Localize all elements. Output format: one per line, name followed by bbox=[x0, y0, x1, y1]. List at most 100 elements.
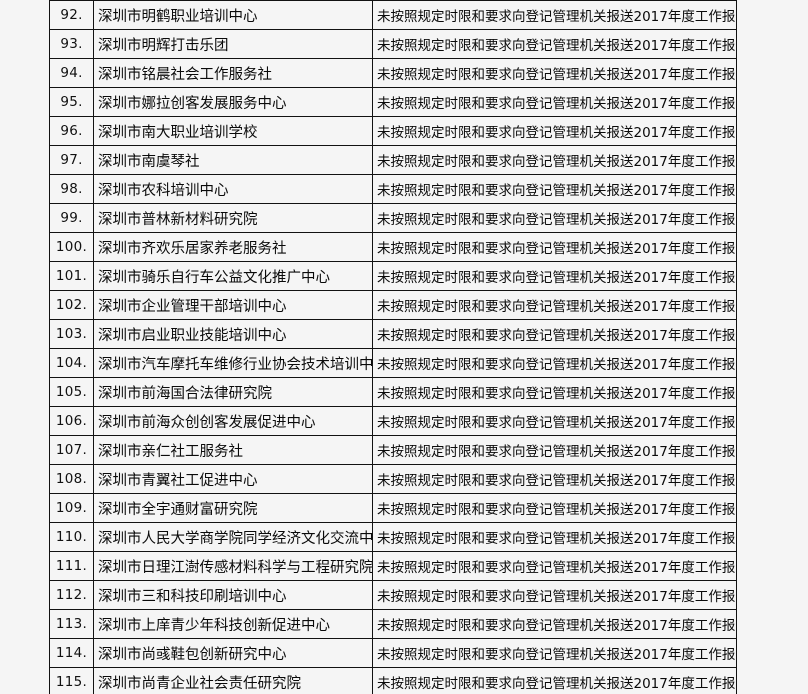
row-index-cell: 99. bbox=[49, 203, 94, 233]
organization-name-cell: 深圳市汽车摩托车维修行业协会技术培训中心 bbox=[93, 348, 373, 378]
organization-name-cell: 深圳市娜拉创客发展服务中心 bbox=[93, 87, 373, 117]
row-index-cell: 103. bbox=[49, 319, 94, 349]
violation-description-cell: 未按照规定时限和要求向登记管理机关报送2017年度工作报告 bbox=[372, 493, 737, 523]
violation-description-cell: 未按照规定时限和要求向登记管理机关报送2017年度工作报告 bbox=[372, 319, 737, 349]
row-index-cell: 109. bbox=[49, 493, 94, 523]
row-index-cell: 95. bbox=[49, 87, 94, 117]
row-index-cell: 111. bbox=[49, 551, 94, 581]
row-index-cell: 102. bbox=[49, 290, 94, 320]
violation-description-cell: 未按照规定时限和要求向登记管理机关报送2017年度工作报告 bbox=[372, 290, 737, 320]
table-row: 92. 深圳市明鹤职业培训中心 未按照规定时限和要求向登记管理机关报送2017年度工… bbox=[49, 0, 737, 30]
violation-description-cell: 未按照规定时限和要求向登记管理机关报送2017年度工作报告 bbox=[372, 580, 737, 610]
table-row: 103. 深圳市启业职业技能培训中心 未按照规定时限和要求向登记管理机关报送2017… bbox=[49, 319, 737, 349]
table-row: 99. 深圳市普林新材料研究院 未按照规定时限和要求向登记管理机关报送2017年度工… bbox=[49, 203, 737, 233]
violation-description-cell: 未按照规定时限和要求向登记管理机关报送2017年度工作报告 bbox=[372, 174, 737, 204]
violation-description-cell: 未按照规定时限和要求向登记管理机关报送2017年度工作报告 bbox=[372, 0, 737, 30]
row-index-cell: 115. bbox=[49, 667, 94, 694]
organization-name-cell: 深圳市南大职业培训学校 bbox=[93, 116, 373, 146]
violation-description-cell: 未按照规定时限和要求向登记管理机关报送2017年度工作报告 bbox=[372, 667, 737, 694]
violation-description-cell: 未按照规定时限和要求向登记管理机关报送2017年度工作报告 bbox=[372, 116, 737, 146]
row-index-cell: 92. bbox=[49, 0, 94, 30]
violation-description-cell: 未按照规定时限和要求向登记管理机关报送2017年度工作报告 bbox=[372, 435, 737, 465]
violation-description-cell: 未按照规定时限和要求向登记管理机关报送2017年度工作报告 bbox=[372, 348, 737, 378]
organization-name-cell: 深圳市南虞琴社 bbox=[93, 145, 373, 175]
row-index-cell: 104. bbox=[49, 348, 94, 378]
row-index-cell: 108. bbox=[49, 464, 94, 494]
table-row: 115. 深圳市尚青企业社会责任研究院 未按照规定时限和要求向登记管理机关报送201… bbox=[49, 667, 737, 694]
row-index-cell: 107. bbox=[49, 435, 94, 465]
organization-name-cell: 深圳市普林新材料研究院 bbox=[93, 203, 373, 233]
row-index-cell: 105. bbox=[49, 377, 94, 407]
table-row: 93. 深圳市明辉打击乐团 未按照规定时限和要求向登记管理机关报送2017年度工作报… bbox=[49, 29, 737, 59]
row-index-cell: 93. bbox=[49, 29, 94, 59]
violation-description-cell: 未按照规定时限和要求向登记管理机关报送2017年度工作报告 bbox=[372, 522, 737, 552]
table-row: 109. 深圳市全宇通财富研究院 未按照规定时限和要求向登记管理机关报送2017年度… bbox=[49, 493, 737, 523]
organization-name-cell: 深圳市亲仁社工服务社 bbox=[93, 435, 373, 465]
registration-table-container: 92. 深圳市明鹤职业培训中心 未按照规定时限和要求向登记管理机关报送2017年度工… bbox=[49, 0, 737, 694]
table-row: 114. 深圳市尚彧鞋包创新研究中心 未按照规定时限和要求向登记管理机关报送2017… bbox=[49, 638, 737, 668]
row-index-cell: 100. bbox=[49, 232, 94, 262]
organization-name-cell: 深圳市启业职业技能培训中心 bbox=[93, 319, 373, 349]
table-row: 102. 深圳市企业管理干部培训中心 未按照规定时限和要求向登记管理机关报送2017… bbox=[49, 290, 737, 320]
row-index-cell: 101. bbox=[49, 261, 94, 291]
organization-name-cell: 深圳市铭晨社会工作服务社 bbox=[93, 58, 373, 88]
organization-name-cell: 深圳市齐欢乐居家养老服务社 bbox=[93, 232, 373, 262]
row-index-cell: 112. bbox=[49, 580, 94, 610]
violation-description-cell: 未按照规定时限和要求向登记管理机关报送2017年度工作报告 bbox=[372, 145, 737, 175]
table-row: 95. 深圳市娜拉创客发展服务中心 未按照规定时限和要求向登记管理机关报送2017年… bbox=[49, 87, 737, 117]
table-row: 101. 深圳市骑乐自行车公益文化推广中心 未按照规定时限和要求向登记管理机关报送2… bbox=[49, 261, 737, 291]
organization-name-cell: 深圳市日理江澍传感材料科学与工程研究院 bbox=[93, 551, 373, 581]
violation-description-cell: 未按照规定时限和要求向登记管理机关报送2017年度工作报告 bbox=[372, 261, 737, 291]
table-body: 92. 深圳市明鹤职业培训中心 未按照规定时限和要求向登记管理机关报送2017年度工… bbox=[49, 0, 737, 694]
organization-name-cell: 深圳市人民大学商学院同学经济文化交流中心 bbox=[93, 522, 373, 552]
organization-name-cell: 深圳市明鹤职业培训中心 bbox=[93, 0, 373, 30]
violation-description-cell: 未按照规定时限和要求向登记管理机关报送2017年度工作报告 bbox=[372, 551, 737, 581]
table-row: 113. 深圳市上庠青少年科技创新促进中心 未按照规定时限和要求向登记管理机关报送2… bbox=[49, 609, 737, 639]
violation-description-cell: 未按照规定时限和要求向登记管理机关报送2017年度工作报告 bbox=[372, 232, 737, 262]
row-index-cell: 113. bbox=[49, 609, 94, 639]
row-index-cell: 98. bbox=[49, 174, 94, 204]
organization-name-cell: 深圳市全宇通财富研究院 bbox=[93, 493, 373, 523]
table-row: 96. 深圳市南大职业培训学校 未按照规定时限和要求向登记管理机关报送2017年度工… bbox=[49, 116, 737, 146]
violation-description-cell: 未按照规定时限和要求向登记管理机关报送2017年度工作报告 bbox=[372, 638, 737, 668]
violation-description-cell: 未按照规定时限和要求向登记管理机关报送2017年度工作报告 bbox=[372, 87, 737, 117]
organization-name-cell: 深圳市三和科技印刷培训中心 bbox=[93, 580, 373, 610]
row-index-cell: 114. bbox=[49, 638, 94, 668]
violation-description-cell: 未按照规定时限和要求向登记管理机关报送2017年度工作报告 bbox=[372, 377, 737, 407]
row-index-cell: 110. bbox=[49, 522, 94, 552]
table-row: 104. 深圳市汽车摩托车维修行业协会技术培训中心 未按照规定时限和要求向登记管理机… bbox=[49, 348, 737, 378]
organization-name-cell: 深圳市前海国合法律研究院 bbox=[93, 377, 373, 407]
organization-name-cell: 深圳市上庠青少年科技创新促进中心 bbox=[93, 609, 373, 639]
row-index-cell: 97. bbox=[49, 145, 94, 175]
table-row: 105. 深圳市前海国合法律研究院 未按照规定时限和要求向登记管理机关报送2017年… bbox=[49, 377, 737, 407]
organization-name-cell: 深圳市农科培训中心 bbox=[93, 174, 373, 204]
organization-name-cell: 深圳市尚青企业社会责任研究院 bbox=[93, 667, 373, 694]
organization-name-cell: 深圳市企业管理干部培训中心 bbox=[93, 290, 373, 320]
row-index-cell: 96. bbox=[49, 116, 94, 146]
row-index-cell: 106. bbox=[49, 406, 94, 436]
table-row: 98. 深圳市农科培训中心 未按照规定时限和要求向登记管理机关报送2017年度工作报… bbox=[49, 174, 737, 204]
violation-description-cell: 未按照规定时限和要求向登记管理机关报送2017年度工作报告 bbox=[372, 29, 737, 59]
table-row: 107. 深圳市亲仁社工服务社 未按照规定时限和要求向登记管理机关报送2017年度工… bbox=[49, 435, 737, 465]
violation-description-cell: 未按照规定时限和要求向登记管理机关报送2017年度工作报告 bbox=[372, 203, 737, 233]
violation-description-cell: 未按照规定时限和要求向登记管理机关报送2017年度工作报告 bbox=[372, 609, 737, 639]
table-row: 100. 深圳市齐欢乐居家养老服务社 未按照规定时限和要求向登记管理机关报送2017… bbox=[49, 232, 737, 262]
table-row: 97. 深圳市南虞琴社 未按照规定时限和要求向登记管理机关报送2017年度工作报告 bbox=[49, 145, 737, 175]
violation-description-cell: 未按照规定时限和要求向登记管理机关报送2017年度工作报告 bbox=[372, 58, 737, 88]
row-index-cell: 94. bbox=[49, 58, 94, 88]
table-row: 110. 深圳市人民大学商学院同学经济文化交流中心 未按照规定时限和要求向登记管理机… bbox=[49, 522, 737, 552]
table-row: 94. 深圳市铭晨社会工作服务社 未按照规定时限和要求向登记管理机关报送2017年度… bbox=[49, 58, 737, 88]
table-row: 112. 深圳市三和科技印刷培训中心 未按照规定时限和要求向登记管理机关报送2017… bbox=[49, 580, 737, 610]
organization-name-cell: 深圳市前海众创创客发展促进中心 bbox=[93, 406, 373, 436]
social-organization-penalty-table: 92. 深圳市明鹤职业培训中心 未按照规定时限和要求向登记管理机关报送2017年度工… bbox=[49, 0, 737, 694]
violation-description-cell: 未按照规定时限和要求向登记管理机关报送2017年度工作报告 bbox=[372, 406, 737, 436]
table-row: 106. 深圳市前海众创创客发展促进中心 未按照规定时限和要求向登记管理机关报送20… bbox=[49, 406, 737, 436]
organization-name-cell: 深圳市骑乐自行车公益文化推广中心 bbox=[93, 261, 373, 291]
table-row: 111. 深圳市日理江澍传感材料科学与工程研究院 未按照规定时限和要求向登记管理机关… bbox=[49, 551, 737, 581]
organization-name-cell: 深圳市明辉打击乐团 bbox=[93, 29, 373, 59]
organization-name-cell: 深圳市尚彧鞋包创新研究中心 bbox=[93, 638, 373, 668]
table-row: 108. 深圳市青翼社工促进中心 未按照规定时限和要求向登记管理机关报送2017年度… bbox=[49, 464, 737, 494]
organization-name-cell: 深圳市青翼社工促进中心 bbox=[93, 464, 373, 494]
violation-description-cell: 未按照规定时限和要求向登记管理机关报送2017年度工作报告 bbox=[372, 464, 737, 494]
